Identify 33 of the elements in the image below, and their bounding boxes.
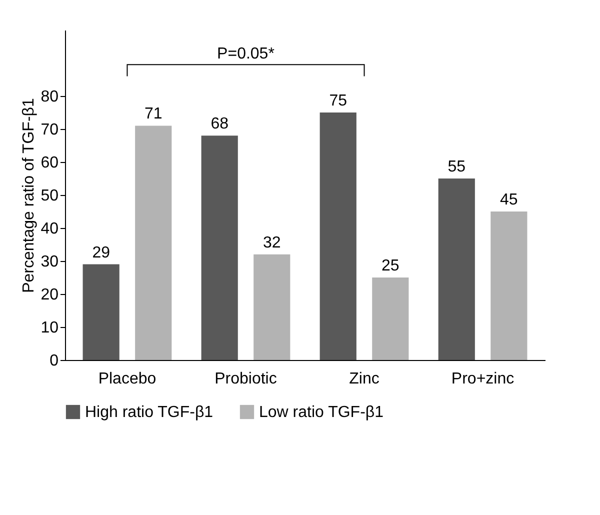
bar (201, 136, 238, 360)
bar (320, 112, 356, 360)
data-label: 75 (329, 92, 348, 110)
y-tick-label: 80 (40, 88, 59, 106)
annotation: P=0.05* (217, 45, 274, 62)
y-tick-label: 0 (50, 352, 59, 370)
x-tick-label: Placebo (98, 370, 156, 388)
data-label: 71 (144, 106, 162, 123)
bar (82, 264, 120, 360)
bar (490, 212, 528, 360)
y-tick-label: 20 (40, 286, 59, 304)
x-tick-label: Zinc (349, 370, 380, 388)
data-label: 32 (262, 234, 281, 252)
legend-label: Low ratio TGF-β1 (259, 404, 384, 421)
legend-label: High ratio TGF-β1 (85, 404, 214, 421)
bar (438, 178, 475, 360)
y-axis-title: Percentage ratio of TGF-β1 (20, 98, 38, 293)
y-tick-label: 70 (40, 122, 59, 138)
y-tick-label: 60 (40, 154, 59, 172)
bar (372, 278, 409, 360)
data-label: 25 (382, 258, 400, 274)
data-label: 55 (448, 158, 466, 176)
y-tick-label: 40 (40, 220, 59, 238)
x-tick-label: Pro+zinc (451, 370, 514, 388)
data-label: 45 (500, 192, 518, 208)
y-tick-label: 50 (40, 188, 59, 204)
bar (135, 126, 172, 360)
data-label: 68 (210, 116, 229, 133)
y-tick-label: 10 (40, 320, 59, 336)
data-label: 29 (92, 244, 110, 262)
x-tick-label: Probiotic (214, 370, 277, 388)
bar (254, 254, 290, 360)
y-tick-label: 30 (40, 254, 59, 270)
